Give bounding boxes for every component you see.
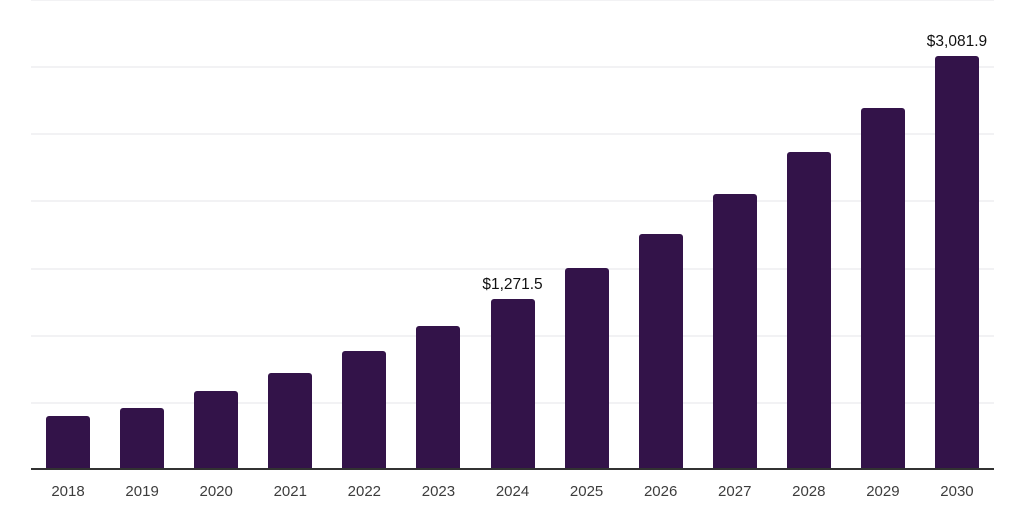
- bar: [860, 107, 905, 470]
- gridline: [31, 267, 994, 270]
- bar: [786, 152, 831, 470]
- x-tick-label: 2029: [866, 483, 900, 500]
- x-tick-label: 2026: [643, 483, 678, 500]
- bar-value-label: $1,271.5: [482, 275, 543, 293]
- bar: [934, 56, 979, 470]
- x-tick-label: 2018: [51, 483, 85, 500]
- bar-value-label: $3,081.9: [926, 32, 988, 50]
- bar-group-2030: $3,081.9: [920, 0, 994, 470]
- x-tick-label: 2025: [569, 483, 604, 500]
- x-tick-label: 2022: [347, 483, 382, 500]
- x-tick-label: 2021: [273, 483, 307, 500]
- x-tick-label: 2027: [718, 483, 752, 500]
- bar-group-2027: [698, 0, 772, 470]
- bar-group-2025: [550, 0, 624, 470]
- bar: [268, 373, 313, 470]
- x-tick-label: 2020: [199, 483, 233, 500]
- gridline: [31, 0, 994, 1]
- bar: [638, 234, 683, 470]
- x-tick-label: 2023: [421, 483, 456, 500]
- bar-group-2018: [31, 0, 105, 470]
- bar-group-2028: [772, 0, 846, 470]
- bar-group-2020: [179, 0, 253, 470]
- bar-group-2026: [624, 0, 698, 470]
- bar: [416, 326, 461, 470]
- bar: [564, 268, 609, 470]
- gridline: [31, 200, 994, 203]
- gridline: [31, 133, 994, 136]
- bar: [490, 299, 535, 470]
- gridline: [31, 66, 994, 69]
- x-tick-label: 2019: [125, 483, 159, 500]
- bar-series: $1,271.5 $3,081.9: [31, 0, 994, 470]
- bar: [46, 416, 91, 470]
- bar: [342, 351, 387, 470]
- bar-group-2022: [327, 0, 401, 470]
- plot-area: $1,271.5 $3,081.9: [31, 0, 994, 470]
- bar-group-2029: [846, 0, 920, 470]
- bar-group-2024: $1,271.5: [475, 0, 549, 470]
- bar: [712, 194, 757, 470]
- x-tick-label: 2024: [495, 483, 530, 500]
- bar: [194, 391, 239, 470]
- x-axis-line: [31, 468, 994, 470]
- x-tick-label: 2028: [792, 483, 826, 500]
- x-axis-labels: 2018 2019 2020 2021 2022 2023 2024 2025 2026 2027…: [31, 484, 994, 499]
- bar-group-2019: [105, 0, 179, 470]
- bar-group-2021: [253, 0, 327, 470]
- x-tick-label: 2030: [940, 483, 974, 500]
- bar: [120, 407, 165, 470]
- bar-group-2023: [401, 0, 475, 470]
